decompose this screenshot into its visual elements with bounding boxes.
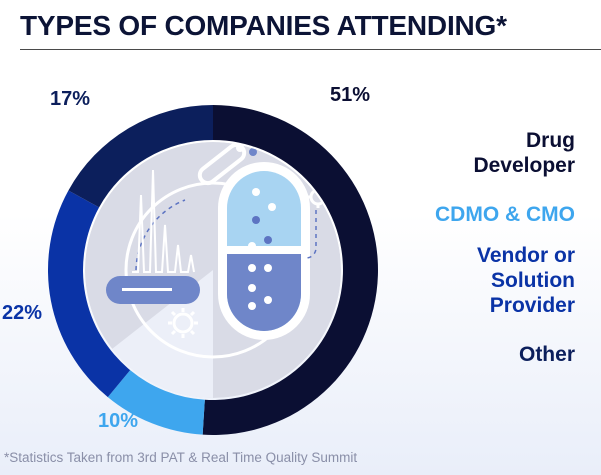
gear-icon	[168, 308, 198, 338]
capsule-icon	[218, 162, 310, 340]
value-label: 22%	[2, 302, 43, 324]
test-tube-icon	[197, 142, 257, 186]
slice-cdmo-cmo	[107, 370, 205, 435]
legend-item: CDMO & CMO	[435, 203, 575, 226]
footnote: *Statistics Taken from 3rd PAT & Real Ti…	[4, 450, 358, 465]
chromatogram-icon	[132, 169, 195, 273]
slice-vendor	[47, 190, 131, 398]
legend-item: Drug Developer	[473, 129, 575, 177]
value-label: 10%	[98, 410, 139, 432]
chart-title: TYPES OF COMPANIES ATTENDING*	[20, 10, 507, 41]
donut-ring	[47, 105, 379, 435]
title-divider	[20, 49, 601, 50]
value-label: 51%	[330, 84, 371, 106]
center-illustration	[85, 142, 341, 398]
slice-drug-developer	[202, 105, 379, 435]
legend-item: Vendor or Solution Provider	[476, 244, 575, 317]
slice-other	[68, 105, 214, 208]
value-label: 17%	[50, 88, 91, 110]
legend-item: Other	[518, 343, 575, 366]
